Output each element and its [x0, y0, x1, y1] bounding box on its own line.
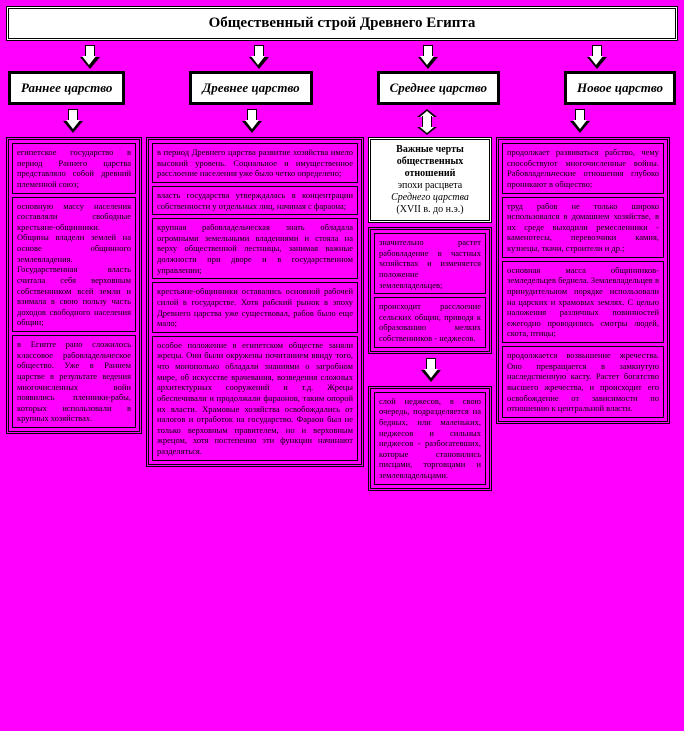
down-arrow-icon: [249, 45, 267, 69]
middle-cell-a0: значительно растет рабовладение в частны…: [374, 233, 486, 294]
old-cell-1: власть государства утверждалась в концен…: [152, 186, 358, 215]
new-cell-3: продолжается возвышение жречества. Оно п…: [502, 346, 664, 418]
down-arrow-icon: [570, 109, 588, 133]
middle-cell-b0: слой неджесов, в свою очередь, подраздел…: [374, 392, 486, 485]
new-cell-0: продолжает развиваться рабство, чему спо…: [502, 143, 664, 194]
down-arrow-icon: [80, 45, 98, 69]
updown-arrow-icon: [417, 109, 435, 135]
content-columns: египетское государство в период Раннего …: [6, 137, 678, 491]
new-cell-1: труд рабов не только широко использовалс…: [502, 197, 664, 258]
highlight-line6: (XVII в. до н.э.): [375, 204, 485, 216]
column-early: египетское государство в период Раннего …: [6, 137, 142, 434]
highlight-line1: Важные черты: [375, 144, 485, 156]
early-cell-2: в Египте рано сложилось классовое рабовл…: [12, 335, 136, 428]
period-new: Новое царство: [564, 71, 676, 105]
period-row: Раннее царство Древнее царство Среднее ц…: [8, 71, 676, 105]
arrow-row-mid: [4, 109, 680, 135]
down-arrow-icon: [587, 45, 605, 69]
early-cell-1: основную массу населения составляли своб…: [12, 197, 136, 333]
middle-cell-a1: происходит расслоение сельских общин, пр…: [374, 297, 486, 348]
highlight-line3: отношений: [375, 168, 485, 180]
down-arrow-icon: [421, 358, 439, 382]
arrow-row-top: [4, 45, 680, 69]
down-arrow-icon: [418, 45, 436, 69]
new-frame: продолжает развиваться рабство, чему спо…: [496, 137, 670, 424]
old-frame: в период Древнего царства развитие хозяй…: [146, 137, 364, 467]
period-middle: Среднее царство: [377, 71, 500, 105]
middle-frame-b: слой неджесов, в свою очередь, подраздел…: [368, 386, 492, 491]
highlight-line5: Среднего царства: [375, 192, 485, 204]
old-cell-4: особое положение в египетском обществе з…: [152, 336, 358, 461]
old-cell-0: в период Древнего царства развитие хозяй…: [152, 143, 358, 183]
highlight-line4: эпохи расцвета: [375, 180, 485, 192]
column-old: в период Древнего царства развитие хозяй…: [146, 137, 364, 467]
period-old: Древнее царство: [189, 71, 312, 105]
middle-frame-a: значительно растет рабовладение в частны…: [368, 227, 492, 354]
column-new: продолжает развиваться рабство, чему спо…: [496, 137, 670, 424]
early-cell-0: египетское государство в период Раннего …: [12, 143, 136, 194]
down-arrow-icon: [242, 109, 260, 133]
early-frame: египетское государство в период Раннего …: [6, 137, 142, 434]
highlight-line2: общественных: [375, 156, 485, 168]
old-cell-2: крупная рабовладельческая знать обладала…: [152, 218, 358, 279]
period-early: Раннее царство: [8, 71, 125, 105]
column-middle: Важные черты общественных отношений эпох…: [368, 137, 492, 491]
old-cell-3: крестьяне-общинники оставались основной …: [152, 282, 358, 333]
down-arrow-icon: [63, 109, 81, 133]
middle-highlight: Важные черты общественных отношений эпох…: [368, 137, 492, 223]
new-cell-2: основная масса общинников-земледельцев б…: [502, 261, 664, 343]
main-title: Общественный строй Древнего Египта: [6, 6, 678, 41]
